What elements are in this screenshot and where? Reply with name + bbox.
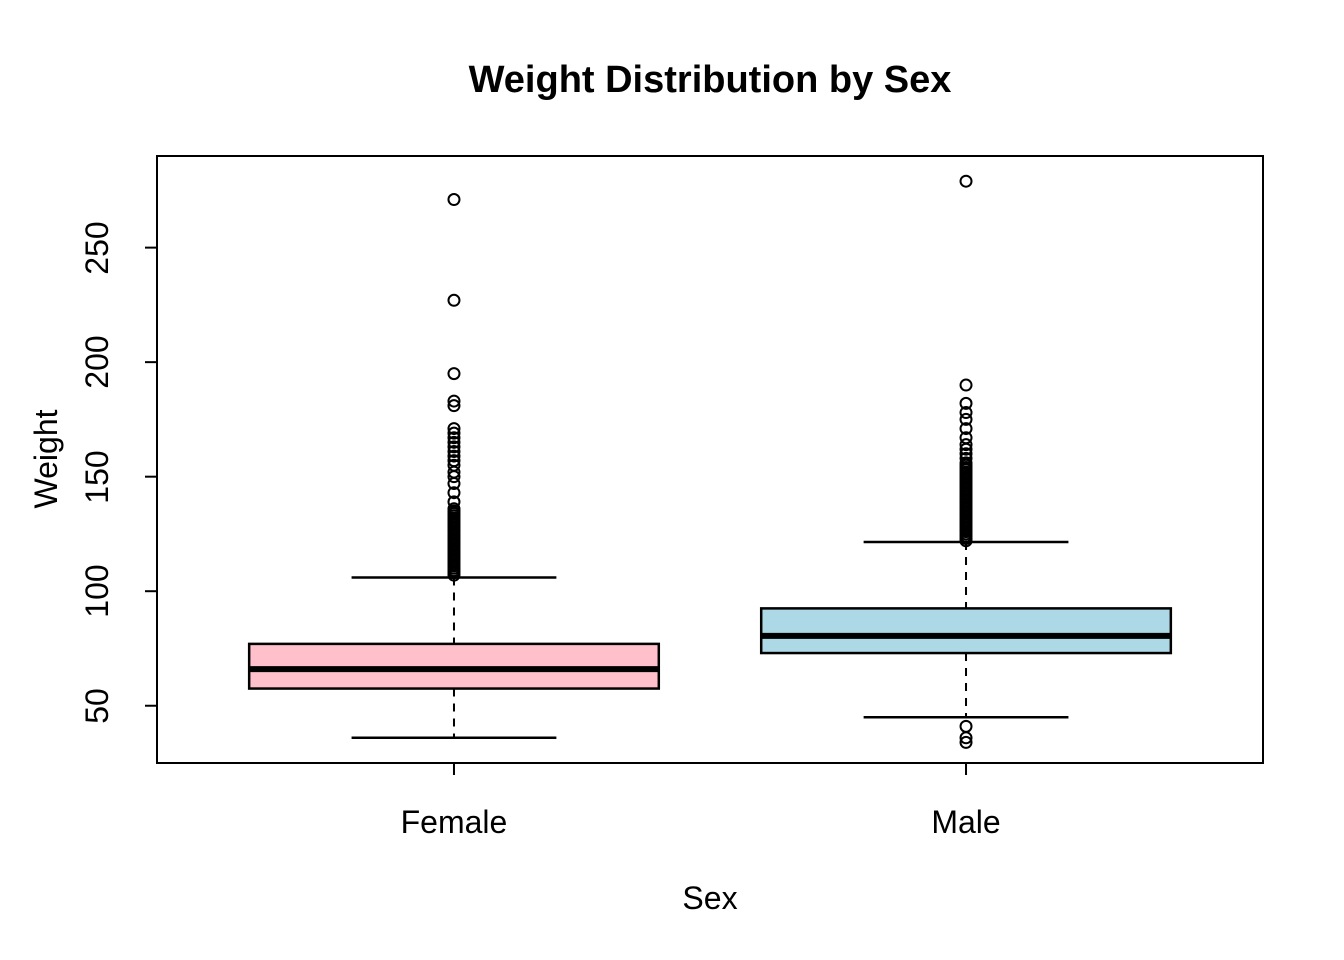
y-tick-label-150: 150 — [79, 449, 115, 504]
y-tick-label-250: 250 — [79, 220, 115, 275]
outlier-point-male — [959, 378, 973, 392]
chart-title: Weight Distribution by Sex — [468, 59, 952, 101]
outlier-point-female — [447, 444, 461, 458]
outlier-point-male — [959, 174, 973, 188]
outlier-point-female — [447, 454, 461, 468]
outlier-point-female — [447, 394, 461, 408]
outlier-point-male — [959, 438, 973, 452]
outlier-point-female — [447, 449, 461, 463]
outlier-point-male — [959, 719, 973, 733]
outlier-point-male — [959, 431, 973, 445]
outlier-point-male — [959, 451, 973, 465]
outlier-point-female — [447, 440, 461, 454]
outlier-point-female — [447, 458, 461, 472]
outlier-point-female — [447, 293, 461, 307]
outlier-point-male — [959, 396, 973, 410]
x-tick-label-female: Female — [400, 804, 508, 840]
outlier-point-female — [447, 495, 461, 509]
outlier-point-female — [447, 426, 461, 440]
outlier-point-female — [447, 193, 461, 207]
outlier-point-male — [959, 406, 973, 420]
outlier-point-female — [447, 486, 461, 500]
outlier-point-female — [447, 431, 461, 445]
x-tick-label-male: Male — [931, 804, 1001, 840]
plot-frame — [156, 155, 1264, 764]
outlier-point-male — [959, 447, 973, 461]
iqr-box-male — [759, 607, 1173, 655]
y-tick-label-100: 100 — [79, 564, 115, 618]
outlier-point-female — [447, 502, 461, 516]
y-tick-label-200: 200 — [79, 335, 115, 389]
y-tick-label-50: 50 — [79, 687, 115, 724]
outlier-point-female — [447, 367, 461, 381]
outlier-point-male — [959, 412, 973, 426]
x-axis-label: Sex — [682, 880, 738, 916]
outlier-point-female — [447, 399, 461, 413]
outlier-point-male — [959, 422, 973, 436]
outlier-point-female — [447, 422, 461, 436]
outlier-point-male — [959, 456, 973, 470]
outlier-point-male — [959, 735, 973, 749]
outlier-point-female — [447, 435, 461, 449]
